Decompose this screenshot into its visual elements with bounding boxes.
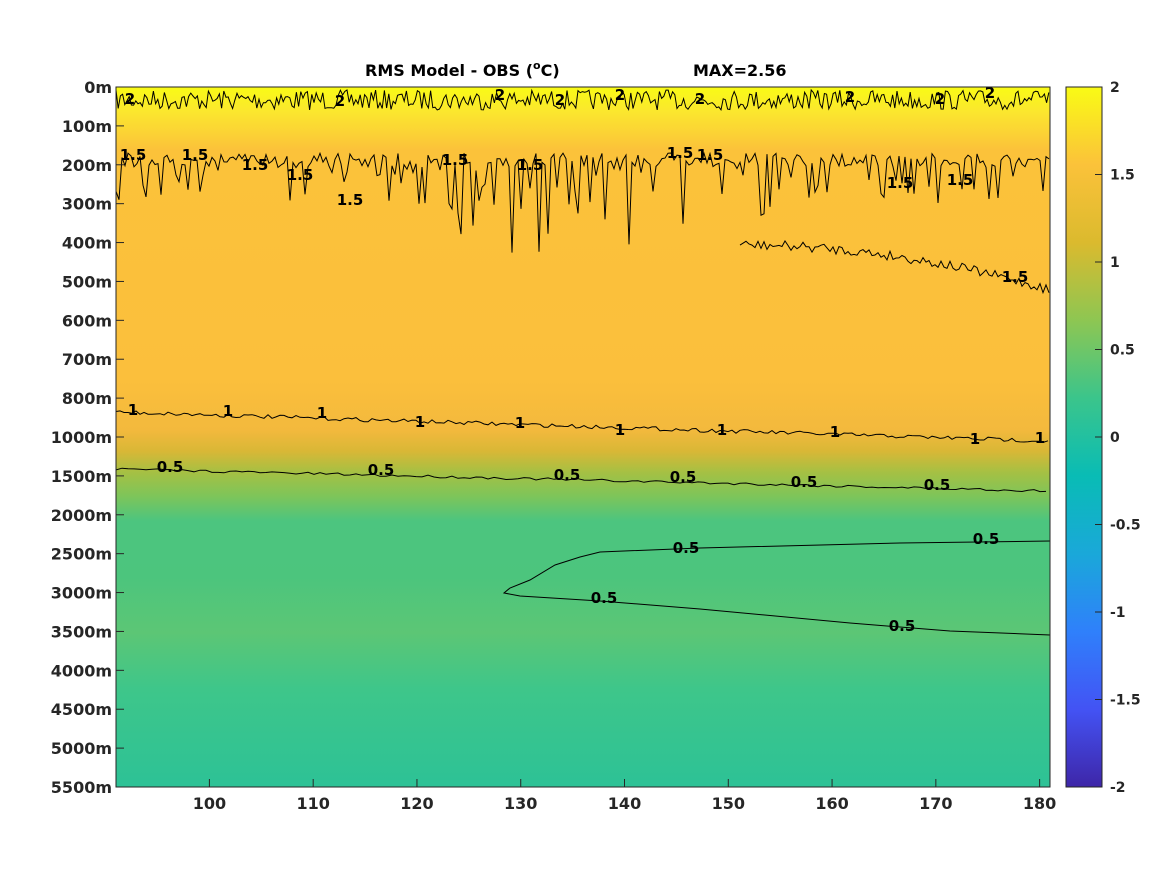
- colorbar-tick-label: 2: [1110, 80, 1120, 96]
- contour-label: 0.5: [554, 466, 581, 484]
- colorbar-ticks: 2 1.5 1 0.5 0 -0.5 -1 -1.5 -2: [1095, 80, 1141, 796]
- x-tick-label: 150: [712, 794, 745, 813]
- contour-label: 1.5: [337, 191, 364, 209]
- colorbar: 2 1.5 1 0.5 0 -0.5 -1 -1.5 -2: [1065, 80, 1141, 796]
- contour-line-1: [116, 410, 1049, 443]
- contour-label: 1.5: [667, 144, 694, 162]
- contour-label: 0.5: [591, 589, 618, 607]
- contour-label: 1.5: [517, 156, 544, 174]
- heatmap-plot-area: 2 2 2 2 2 2 2 2 21.5 1.51.51.51.51.5 1.51.5 1.51.5 1…: [115, 84, 1051, 788]
- x-tick-label: 100: [193, 794, 226, 813]
- y-tick-label: 400m: [62, 234, 112, 253]
- contour-label: 0.5: [791, 473, 818, 491]
- contour-label: 1: [223, 402, 233, 420]
- y-tick-label: 5500m: [51, 778, 112, 797]
- max-annotation: MAX=2.56: [693, 61, 787, 80]
- x-tick-label: 140: [608, 794, 641, 813]
- y-tick-label: 4000m: [51, 661, 112, 680]
- contour-label: 1.5: [1002, 268, 1029, 286]
- x-axis-ticks: 100 110 120 130 140 150 160 170 180: [193, 779, 1056, 813]
- y-tick-label: 500m: [62, 272, 112, 291]
- contour-label: 0.5: [889, 617, 916, 635]
- contour-label: 2: [615, 86, 625, 104]
- contour-label: 0.5: [670, 468, 697, 486]
- colorbar-tick-label: 0: [1110, 430, 1120, 446]
- x-tick-label: 130: [504, 794, 537, 813]
- x-tick-label: 160: [815, 794, 848, 813]
- contour-label: 1: [615, 421, 625, 439]
- y-tick-label: 4500m: [51, 700, 112, 719]
- y-axis-ticks: 0m 100m 200m 300m 400m 500m 600m 700m 800m 1000m 1…: [51, 78, 124, 797]
- y-tick-label: 0m: [84, 78, 112, 97]
- y-tick-label: 300m: [62, 195, 112, 214]
- contour-line-1-5-deep: [739, 240, 1050, 295]
- contour-line-2: [116, 88, 1050, 111]
- contour-lines: [116, 88, 1050, 636]
- contour-label: 0.5: [673, 539, 700, 557]
- contour-label: 2: [985, 84, 995, 102]
- contour-label: 1: [717, 421, 727, 439]
- contour-label: 1.5: [442, 151, 469, 169]
- contour-label: 1: [415, 413, 425, 431]
- y-tick-label: 100m: [62, 117, 112, 136]
- x-tick-label: 170: [919, 794, 952, 813]
- contour-label: 0.5: [157, 458, 184, 476]
- colorbar-tick-label: -0.5: [1110, 518, 1141, 534]
- contour-labels: 2 2 2 2 2 2 2 2 21.5 1.51.51.51.51.5 1.51.5 1.51.5 1…: [120, 84, 1046, 635]
- contour-label: 1: [970, 430, 980, 448]
- contour-label: 2: [125, 90, 135, 108]
- y-tick-label: 800m: [62, 389, 112, 408]
- y-tick-label: 1500m: [51, 467, 112, 486]
- contour-label: 2: [495, 86, 505, 104]
- contour-label: 2: [335, 92, 345, 110]
- contour-label: 1: [317, 404, 327, 422]
- heatmap-field: [116, 87, 1050, 787]
- contour-label: 1.5: [242, 156, 269, 174]
- colorbar-tick-label: -1: [1110, 605, 1126, 621]
- contour-line-0-5-deep: [502, 540, 1050, 636]
- y-tick-label: 5000m: [51, 739, 112, 758]
- y-tick-label: 600m: [62, 311, 112, 330]
- contour-label: 1.5: [120, 146, 147, 164]
- contour-label: 1.5: [947, 171, 974, 189]
- contour-label: 1: [830, 423, 840, 441]
- y-tick-label: 1000m: [51, 428, 112, 447]
- contour-label: 1.5: [697, 146, 724, 164]
- contour-label: 1.5: [287, 166, 314, 184]
- x-tick-label: 180: [1023, 794, 1056, 813]
- colorbar-tick-label: 1: [1110, 255, 1120, 271]
- contour-label: 0.5: [368, 461, 395, 479]
- y-tick-label: 3500m: [51, 622, 112, 641]
- y-tick-label: 700m: [62, 350, 112, 369]
- colorbar-tick-label: 1.5: [1110, 168, 1135, 184]
- colorbar-tick-label: -2: [1110, 780, 1126, 796]
- x-tick-label: 120: [400, 794, 433, 813]
- y-tick-label: 200m: [62, 156, 112, 175]
- contour-label: 2: [935, 90, 945, 108]
- y-tick-label: 2000m: [51, 506, 112, 525]
- colorbar-tick-label: 0.5: [1110, 343, 1135, 359]
- contour-label: 0.5: [973, 530, 1000, 548]
- contour-line-1-5: [116, 151, 1050, 253]
- contour-label: 2: [555, 91, 565, 109]
- x-tick-label: 110: [296, 794, 329, 813]
- colorbar-tick-label: -1.5: [1110, 693, 1141, 709]
- y-tick-label: 3000m: [51, 584, 112, 603]
- contour-label: 2: [845, 88, 855, 106]
- contour-line-0-5: [116, 467, 1047, 493]
- y-tick-label: 2500m: [51, 545, 112, 564]
- contour-label: 1.5: [887, 174, 914, 192]
- chart-title: RMS Model - OBS (oC): [365, 59, 560, 80]
- contour-label: 1.5: [182, 146, 209, 164]
- contour-label: 2: [695, 90, 705, 108]
- contour-label: 0.5: [924, 476, 951, 494]
- contour-label: 1: [128, 401, 138, 419]
- contour-label: 1: [515, 414, 525, 432]
- contour-label: 1: [1035, 429, 1045, 447]
